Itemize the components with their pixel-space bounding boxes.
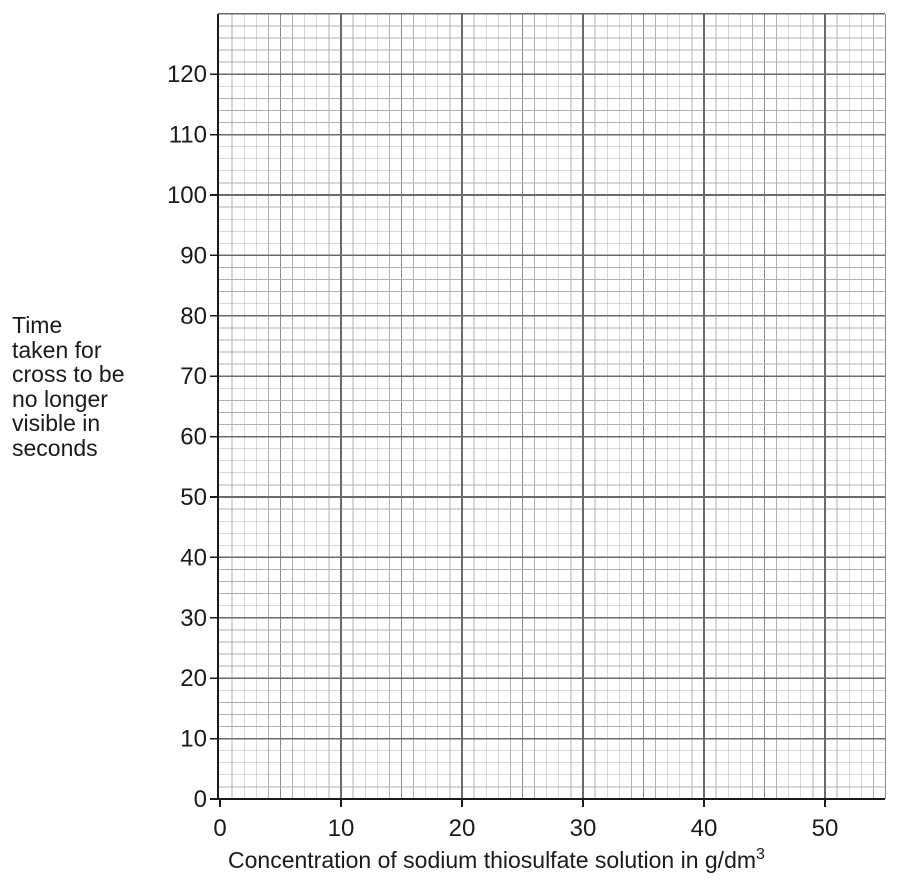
x-tick-label: 20 (449, 815, 476, 842)
x-tick-label: 10 (328, 815, 355, 842)
y-axis-label-line: taken for (12, 336, 102, 363)
x-tick-label: 30 (570, 815, 597, 842)
y-tick-label: 70 (180, 363, 207, 390)
y-tick-label: 10 (180, 726, 207, 753)
x-tick-label: 40 (691, 815, 718, 842)
y-tick-label: 120 (167, 61, 207, 88)
y-tick-label: 110 (169, 122, 207, 149)
y-axis-label-line: cross to be (12, 361, 125, 387)
y-tick-label: 80 (180, 303, 207, 330)
y-tick-label: 90 (180, 242, 207, 269)
y-axis-label-line: Time (12, 312, 63, 338)
x-tick-label: 0 (213, 815, 226, 842)
y-axis-label-line: seconds (12, 434, 98, 461)
minor-grid (218, 14, 887, 799)
x-axis-ticks: 0 10 20 30 40 50 (213, 799, 838, 842)
y-tick-label: 0 (194, 786, 207, 813)
y-tick-label: 30 (180, 605, 207, 632)
x-axis-label-text: Concentration of sodium thiosulfate solu… (228, 847, 757, 873)
y-axis-label: Time taken for cross to be no longer vis… (12, 313, 172, 460)
y-tick-label: 60 (180, 424, 207, 451)
y-tick-label: 20 (180, 665, 207, 692)
x-axis-label: Concentration of sodium thiosulfate solu… (228, 846, 765, 874)
y-axis-ticks: 0 10 20 30 40 50 60 70 80 90 100 110 120 (167, 61, 218, 813)
x-tick-label: 50 (812, 815, 839, 842)
y-tick-label: 40 (180, 544, 207, 571)
major-grid (218, 13, 885, 799)
y-axis-label-line: no longer (12, 385, 108, 412)
y-tick-label: 50 (180, 484, 207, 511)
y-tick-label: 100 (167, 182, 207, 209)
axes (217, 14, 885, 800)
x-axis-label-superscript: 3 (756, 846, 765, 863)
y-axis-label-line: visible in (12, 410, 101, 436)
